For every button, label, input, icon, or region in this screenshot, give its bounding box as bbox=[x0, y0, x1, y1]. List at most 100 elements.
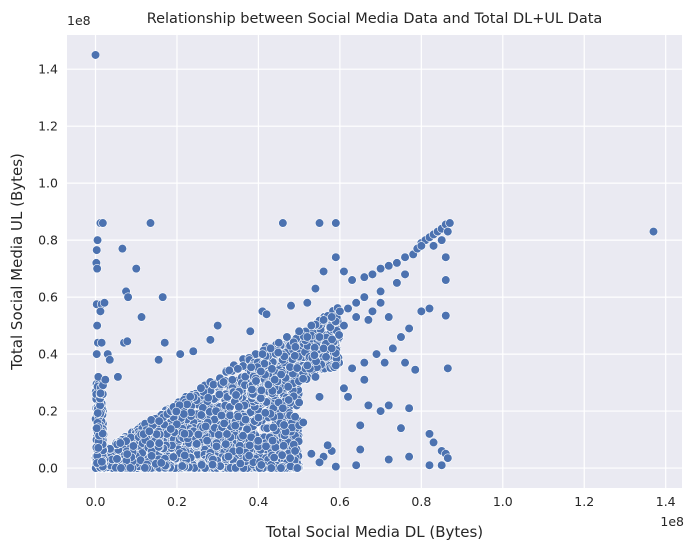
data-point bbox=[99, 298, 110, 308]
data-point bbox=[404, 323, 414, 334]
cluster-point bbox=[116, 463, 126, 473]
cluster-point bbox=[234, 402, 244, 412]
data-point bbox=[400, 252, 410, 262]
cluster-point bbox=[256, 385, 267, 395]
cluster-point bbox=[179, 429, 190, 439]
data-point bbox=[92, 321, 102, 331]
data-point bbox=[306, 321, 316, 331]
data-point bbox=[97, 338, 107, 348]
cluster-point bbox=[292, 463, 302, 473]
cluster-point bbox=[256, 460, 266, 470]
data-point bbox=[404, 452, 414, 462]
cluster-point bbox=[196, 410, 206, 420]
cluster-point bbox=[166, 424, 176, 434]
cluster-point bbox=[221, 439, 231, 449]
cluster-point bbox=[253, 413, 264, 423]
cluster-point bbox=[260, 408, 270, 418]
data-point bbox=[371, 349, 382, 359]
cluster-point bbox=[230, 421, 240, 431]
data-point bbox=[278, 403, 288, 413]
x-tick-label: 0.0 bbox=[86, 494, 106, 509]
data-point bbox=[441, 311, 451, 321]
y-tick-label: 1.2 bbox=[38, 119, 58, 134]
data-point bbox=[339, 266, 349, 277]
y-tick-label: 0.0 bbox=[38, 461, 58, 476]
cluster-point bbox=[290, 342, 300, 352]
data-point bbox=[424, 429, 435, 439]
cluster-point bbox=[180, 450, 190, 460]
cluster-point bbox=[193, 429, 204, 440]
data-point bbox=[131, 264, 141, 274]
cluster-point bbox=[267, 364, 277, 374]
cluster-point bbox=[276, 463, 286, 473]
data-point bbox=[92, 245, 102, 255]
data-point bbox=[392, 258, 402, 268]
cluster-point bbox=[182, 399, 192, 409]
cluster-point bbox=[235, 458, 245, 469]
data-point bbox=[318, 315, 329, 325]
cluster-point bbox=[122, 449, 132, 459]
data-point bbox=[443, 363, 453, 373]
data-point bbox=[136, 312, 147, 322]
data-point bbox=[388, 343, 398, 353]
cluster-point bbox=[325, 322, 335, 332]
data-point bbox=[175, 349, 185, 359]
data-point bbox=[347, 363, 357, 373]
x-tick-label: 1.4 bbox=[656, 494, 676, 509]
data-point bbox=[424, 460, 435, 470]
data-point bbox=[154, 355, 164, 365]
data-point bbox=[331, 252, 341, 262]
cluster-point bbox=[222, 429, 232, 439]
cluster-point bbox=[146, 415, 156, 425]
data-point bbox=[205, 335, 215, 345]
data-point bbox=[327, 312, 337, 322]
cluster-point bbox=[327, 334, 337, 345]
data-point bbox=[410, 365, 420, 375]
cluster-point bbox=[240, 415, 251, 425]
data-point bbox=[302, 332, 312, 342]
data-point bbox=[98, 218, 108, 228]
cluster-point bbox=[238, 431, 248, 441]
cluster-point bbox=[172, 419, 182, 429]
cluster-point bbox=[253, 436, 263, 446]
cluster-point bbox=[192, 439, 202, 449]
cluster-point bbox=[290, 351, 300, 361]
data-point bbox=[376, 286, 386, 297]
data-point bbox=[302, 360, 312, 371]
y-tick-label: 0.2 bbox=[38, 404, 58, 419]
data-point bbox=[437, 235, 447, 245]
cluster-point bbox=[216, 410, 227, 421]
data-point bbox=[298, 417, 308, 428]
cluster-point bbox=[292, 363, 302, 373]
x-tick-label: 1.0 bbox=[493, 494, 513, 509]
cluster-point bbox=[168, 452, 178, 462]
y-tick-label: 1.0 bbox=[38, 176, 58, 191]
cluster-point bbox=[298, 374, 308, 384]
data-point bbox=[443, 226, 453, 237]
x-axis-label: Total Social Media DL (Bytes) bbox=[265, 523, 483, 541]
data-point bbox=[100, 375, 110, 385]
cluster-point bbox=[284, 395, 294, 405]
cluster-point bbox=[246, 362, 256, 372]
data-point bbox=[95, 306, 105, 316]
cluster-point bbox=[223, 451, 233, 462]
data-point bbox=[367, 306, 378, 316]
data-points bbox=[90, 50, 659, 473]
data-point bbox=[376, 264, 386, 274]
data-point bbox=[359, 272, 369, 282]
data-point bbox=[188, 346, 198, 356]
data-point bbox=[331, 360, 341, 371]
cluster-point bbox=[203, 393, 213, 403]
cluster-point bbox=[218, 377, 229, 387]
cluster-point bbox=[92, 423, 102, 433]
cluster-point bbox=[140, 463, 150, 473]
data-point bbox=[257, 349, 268, 359]
cluster-point bbox=[219, 418, 229, 429]
data-point bbox=[92, 349, 102, 359]
data-point bbox=[376, 406, 386, 416]
data-point bbox=[274, 338, 284, 348]
data-point bbox=[424, 303, 435, 314]
data-point bbox=[416, 241, 426, 251]
data-point bbox=[314, 457, 325, 467]
cluster-point bbox=[285, 453, 295, 463]
